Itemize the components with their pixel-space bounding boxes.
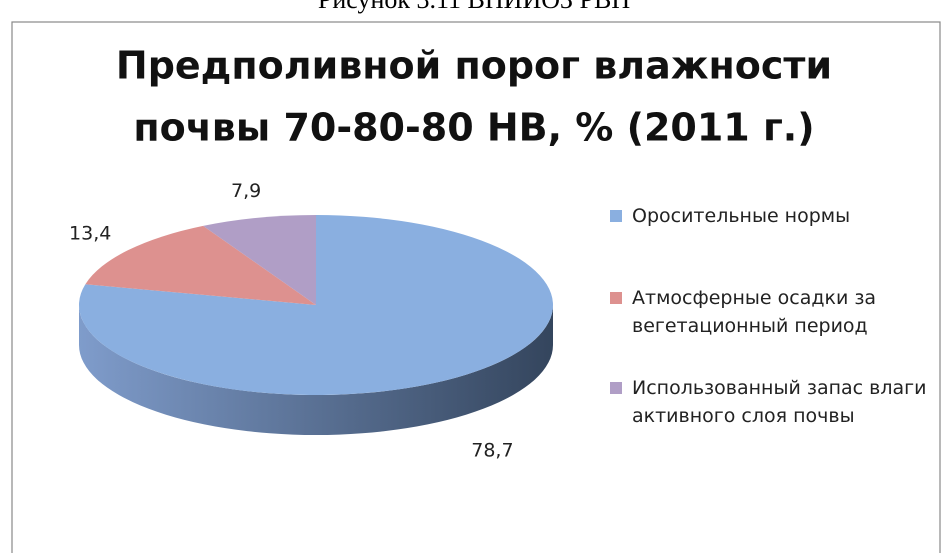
caption: Рисунок 3.11 ВНИИОЗ РВП	[318, 0, 630, 14]
legend-label: Атмосферные осадки за вегетационный пери…	[632, 287, 877, 337]
legend-swatch	[610, 210, 622, 222]
pie-side	[79, 305, 553, 435]
data-label: 13,4	[69, 222, 111, 244]
data-label: 7,9	[231, 180, 261, 202]
legend: Оросительные нормы Атмосферные осадки за …	[610, 202, 930, 484]
chart-title: почвы 70-80-80 НВ, % (2011 г.)	[133, 106, 814, 150]
legend-swatch	[610, 292, 622, 304]
chart-title: Предполивной порог влажности	[116, 44, 832, 88]
legend-entry: Атмосферные осадки за вегетационный пери…	[610, 284, 930, 340]
pie-slice	[203, 215, 316, 305]
data-label: 78,7	[471, 439, 513, 461]
legend-entry: Оросительные нормы	[610, 202, 930, 230]
legend-entry: Использованный запас влаги активного сло…	[610, 374, 930, 430]
legend-swatch	[610, 382, 622, 394]
pie-slice	[85, 225, 316, 305]
legend-label: Оросительные нормы	[632, 205, 851, 227]
chart-frame	[11, 21, 941, 553]
legend-label: Использованный запас влаги активного сло…	[632, 377, 927, 427]
